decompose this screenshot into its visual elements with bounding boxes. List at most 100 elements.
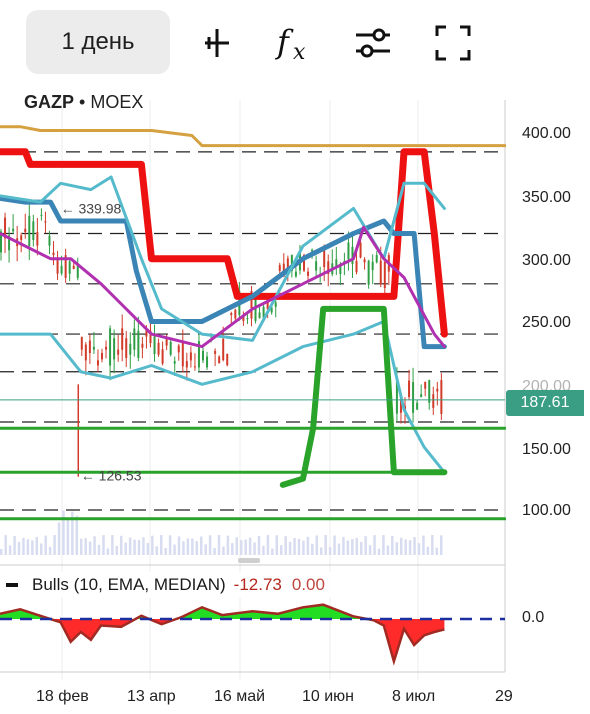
candle <box>40 208 43 221</box>
volume-bar <box>306 536 310 555</box>
volume-bar <box>53 535 56 555</box>
volume-bar <box>75 515 79 555</box>
time-tick: 10 июн <box>302 688 355 705</box>
price-tick: 250.00 <box>522 314 571 331</box>
candle <box>424 381 427 397</box>
volume-bar <box>48 546 52 555</box>
candle <box>121 314 124 362</box>
price-tick: 400.00 <box>522 125 571 142</box>
exchange: MOEX <box>90 92 144 112</box>
candle <box>371 254 374 285</box>
candle <box>80 336 83 357</box>
period-button[interactable]: 1 день <box>26 10 170 74</box>
volume-bar <box>195 541 199 555</box>
volume-bar <box>297 538 301 555</box>
volume-bar <box>142 537 145 555</box>
candle <box>408 369 411 401</box>
volume-bar <box>22 537 25 555</box>
candle <box>113 329 116 374</box>
candle <box>24 213 27 239</box>
volume-bar <box>97 544 101 555</box>
candle <box>206 351 209 370</box>
volume-bar <box>168 535 172 555</box>
series-line <box>0 148 448 338</box>
bulls-positive-area <box>0 604 445 619</box>
volume-bar <box>124 542 127 555</box>
settings-sliders-icon[interactable] <box>348 18 398 68</box>
candle <box>202 347 204 364</box>
volume-bar <box>128 537 132 555</box>
volume-bar <box>0 549 3 555</box>
volume-bar <box>93 536 96 555</box>
volume-bar <box>115 545 119 555</box>
candle <box>234 308 237 323</box>
volume-bar <box>102 535 105 555</box>
series-line <box>0 195 447 350</box>
candle <box>440 373 443 421</box>
series-line <box>0 320 446 474</box>
volume-bar <box>359 541 363 555</box>
volume-bar <box>324 535 327 555</box>
volume-bar <box>275 535 279 555</box>
fullscreen-icon[interactable] <box>428 18 478 68</box>
volume-bar <box>279 545 283 555</box>
candle <box>307 267 310 282</box>
volume-bar <box>266 535 270 555</box>
candle <box>315 255 318 276</box>
candle <box>218 355 221 364</box>
volume-bar <box>35 536 39 555</box>
candle <box>125 331 128 367</box>
series-line <box>0 125 506 148</box>
candle <box>157 338 160 357</box>
volume-bar <box>84 538 87 555</box>
candle <box>92 331 95 354</box>
volume-bar <box>364 536 367 555</box>
candle <box>181 329 184 373</box>
volume-bar <box>368 545 372 555</box>
volume-bar <box>431 535 434 555</box>
candle <box>96 349 99 372</box>
candle <box>428 379 431 410</box>
time-tick: 13 апр <box>127 688 176 705</box>
volume-bar <box>346 540 350 555</box>
volume-bar <box>182 541 185 555</box>
candle <box>375 251 378 264</box>
candle <box>169 340 172 357</box>
time-tick: 16 май <box>214 688 266 705</box>
candle <box>367 259 370 289</box>
volume-bar <box>222 546 225 555</box>
volume-bar <box>351 539 354 555</box>
volume-bar <box>337 543 341 555</box>
candle <box>32 214 35 247</box>
time-tick: 8 июл <box>392 688 436 705</box>
candle <box>8 227 11 263</box>
bulls-line <box>0 603 445 666</box>
indicator-value: -12.73 <box>233 575 282 594</box>
volume-bar <box>391 535 394 555</box>
candle <box>109 325 112 381</box>
candle <box>56 250 59 281</box>
volume-bar <box>231 543 234 555</box>
candle <box>193 353 196 371</box>
candle <box>48 230 51 255</box>
volume-bar <box>57 522 61 555</box>
series-line <box>0 225 446 349</box>
volume-bar <box>253 542 256 555</box>
volume-bar <box>155 546 159 555</box>
crosshair-icon[interactable] <box>192 18 242 68</box>
volume-bar <box>39 543 43 555</box>
indicator-zero-tick: 0.0 <box>522 609 545 626</box>
volume-bar <box>271 548 274 555</box>
indicator-name: Bulls (10, EMA, MEDIAN) <box>32 575 226 594</box>
volume-bar <box>386 545 390 555</box>
candle <box>68 259 71 282</box>
price-chart[interactable]: ← 339.98 ← 126.53 <box>0 0 506 714</box>
candle <box>88 334 91 364</box>
candle <box>331 249 334 277</box>
volume-bar <box>302 540 305 555</box>
indicator-legend[interactable]: Bulls (10, EMA, MEDIAN) -12.73 0.00 <box>0 572 331 598</box>
volume-bar <box>284 536 287 555</box>
volume-bar <box>235 537 239 555</box>
